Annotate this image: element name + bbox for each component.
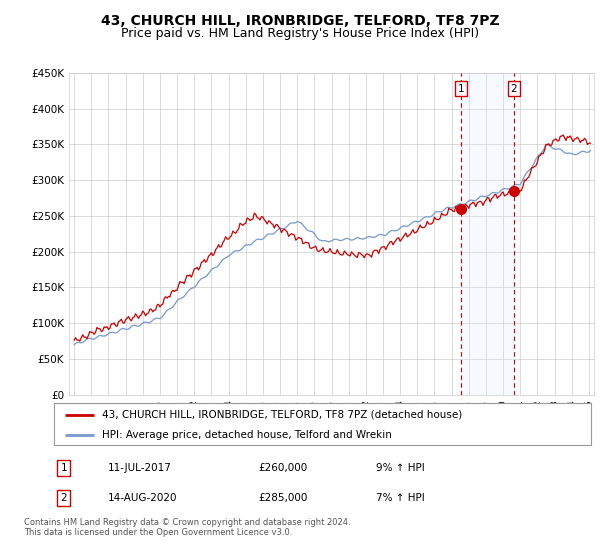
Text: 11-JUL-2017: 11-JUL-2017 [108,463,172,473]
Text: 2: 2 [61,493,67,503]
Text: 9% ↑ HPI: 9% ↑ HPI [376,463,425,473]
Text: 14-AUG-2020: 14-AUG-2020 [108,493,177,503]
Text: Price paid vs. HM Land Registry's House Price Index (HPI): Price paid vs. HM Land Registry's House … [121,27,479,40]
Text: Contains HM Land Registry data © Crown copyright and database right 2024.
This d: Contains HM Land Registry data © Crown c… [24,518,350,538]
Text: HPI: Average price, detached house, Telford and Wrekin: HPI: Average price, detached house, Telf… [103,430,392,440]
Text: £260,000: £260,000 [258,463,307,473]
Text: 43, CHURCH HILL, IRONBRIDGE, TELFORD, TF8 7PZ (detached house): 43, CHURCH HILL, IRONBRIDGE, TELFORD, TF… [103,410,463,420]
Text: 1: 1 [61,463,67,473]
Bar [461,73,514,395]
Text: 7% ↑ HPI: 7% ↑ HPI [376,493,425,503]
Text: 2: 2 [511,83,517,94]
Text: £285,000: £285,000 [258,493,307,503]
Text: 43, CHURCH HILL, IRONBRIDGE, TELFORD, TF8 7PZ: 43, CHURCH HILL, IRONBRIDGE, TELFORD, TF… [101,14,499,28]
Text: 1: 1 [457,83,464,94]
